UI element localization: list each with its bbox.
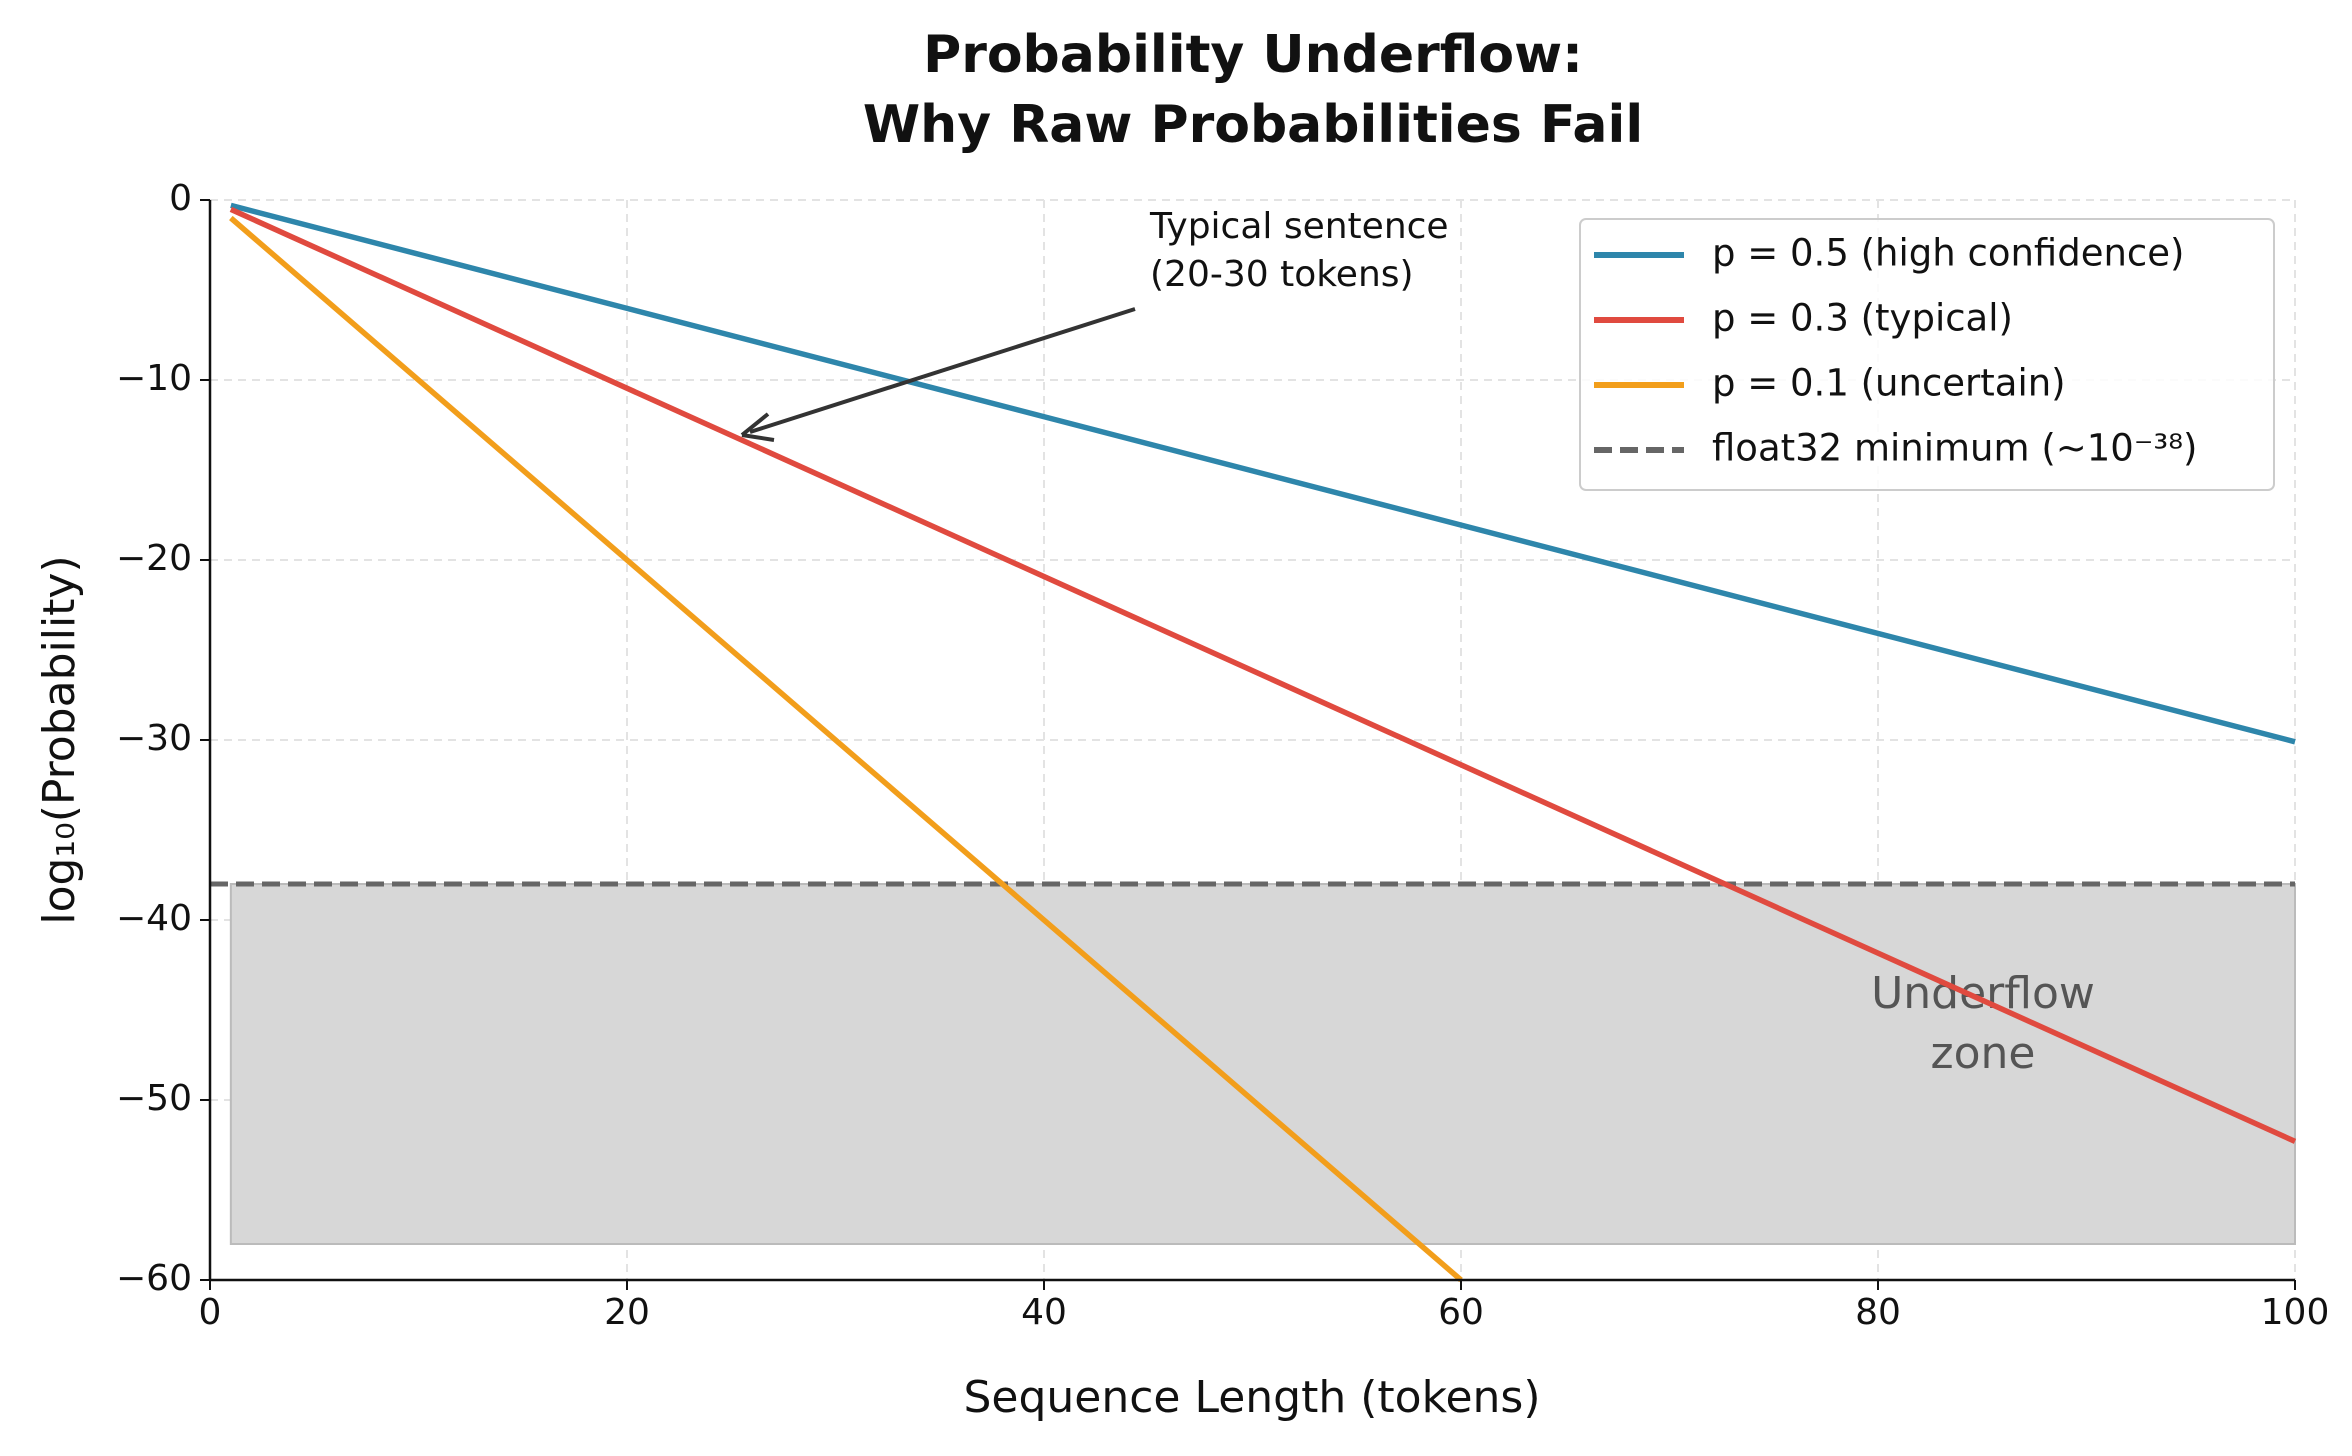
series-line	[229, 206, 2297, 1144]
x-tick-label: 0	[199, 1292, 222, 1333]
y-tick-label: −60	[116, 1258, 192, 1299]
x-tick-label: 100	[2261, 1292, 2330, 1333]
zone-label: Underflow	[1871, 968, 2095, 1019]
x-tick-label: 20	[604, 1292, 650, 1333]
legend-label: p = 0.1 (uncertain)	[1712, 362, 2066, 405]
underflow-zone	[229, 883, 2296, 1245]
y-tick-label: 0	[169, 178, 192, 219]
annotation-arrowhead	[740, 412, 775, 442]
y-tick-label: −40	[116, 898, 192, 939]
x-axis-label: Sequence Length (tokens)	[963, 1372, 1540, 1423]
chart-title: Probability Underflow:	[923, 25, 1583, 85]
y-tick-label: −20	[116, 538, 192, 579]
series-line	[229, 215, 1463, 1283]
y-tick-label: −50	[116, 1078, 192, 1119]
legend-label: p = 0.5 (high confidence)	[1712, 232, 2184, 275]
series-line	[230, 202, 2296, 745]
annotation-text: (20-30 tokens)	[1150, 254, 1414, 295]
x-tick-label: 40	[1021, 1292, 1067, 1333]
legend-label: float32 minimum (~10⁻³⁸)	[1712, 427, 2197, 470]
x-tick-label: 60	[1438, 1292, 1484, 1333]
legend-box	[1579, 218, 2275, 491]
zone-label: zone	[1931, 1028, 2036, 1079]
chart-title: Why Raw Probabilities Fail	[863, 95, 1643, 155]
annotation-text: Typical sentence	[1149, 206, 1449, 247]
legend-label: p = 0.3 (typical)	[1712, 297, 2013, 340]
y-tick-label: −10	[116, 358, 192, 399]
y-axis-label: log₁₀(Probability)	[34, 555, 85, 924]
y-tick-label: −30	[116, 718, 192, 759]
x-tick-label: 80	[1855, 1292, 1901, 1333]
annotation-arrow	[749, 307, 1136, 434]
